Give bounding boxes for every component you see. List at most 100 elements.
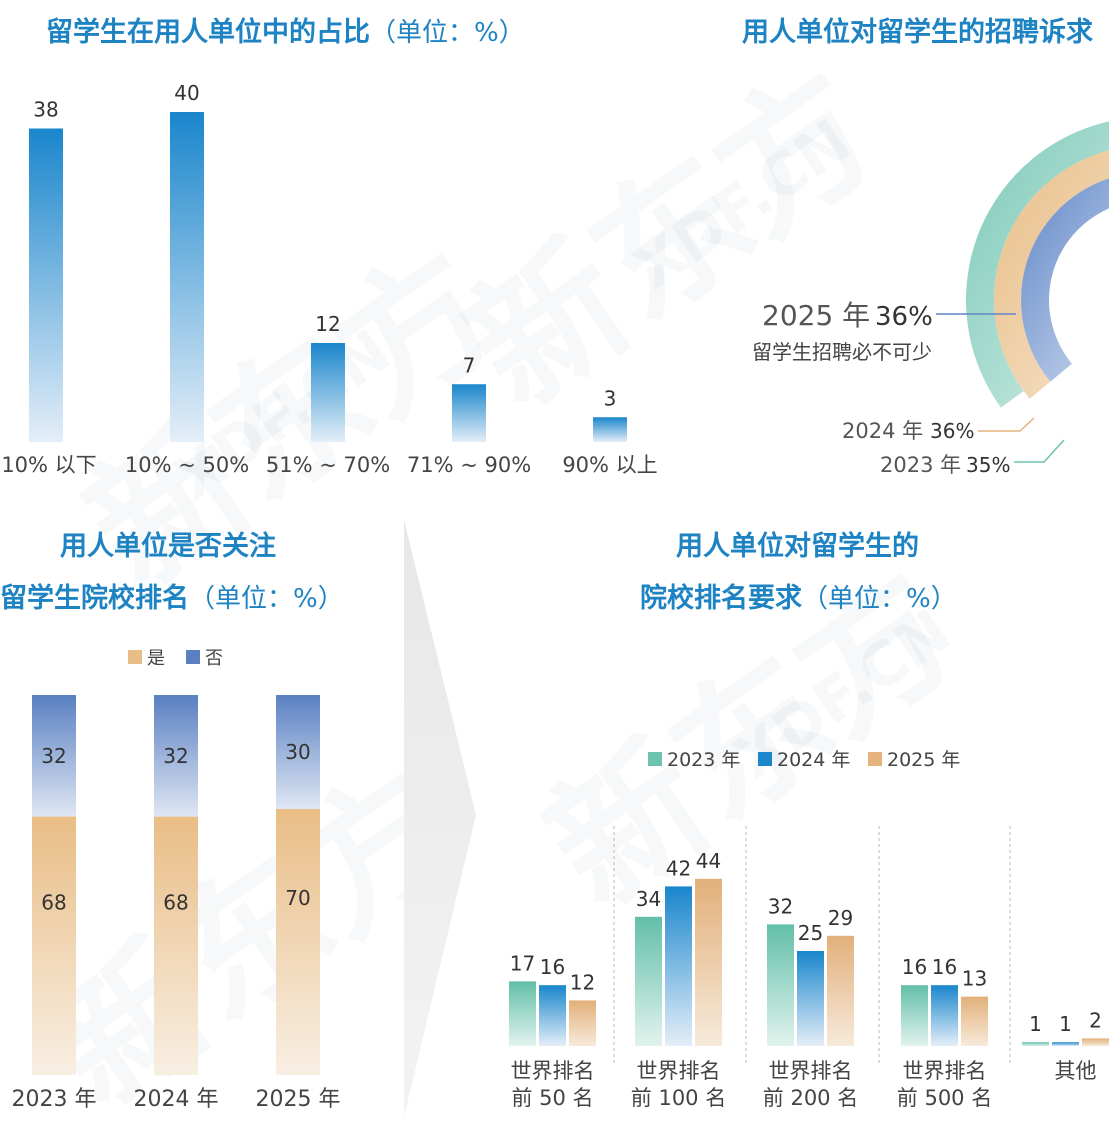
arc-label-2024-year: 2024 年 [842, 419, 923, 443]
chart4-bar [931, 985, 958, 1046]
chart4-value-label: 1 [1029, 1012, 1042, 1036]
arc-label-2023-year: 2023 年 [880, 453, 961, 477]
panel4-title-line2: 院校排名要求（单位：%） [640, 576, 957, 615]
chart1-bars: 38 10% 以下 40 10% ~ 50% 12 51% ~ 70% 7 71% ~ 90%… [1, 81, 657, 477]
panel4-title-line1: 用人单位对留学生的 [676, 524, 919, 563]
chart3-legend-swatch-no [186, 650, 200, 664]
chart3-value-yes: 68 [41, 891, 66, 915]
chart3-legend-no: 否 [205, 648, 223, 669]
panel1-title-text: 留学生在用人单位中的占比 [46, 17, 370, 48]
chart4-bar [961, 996, 988, 1046]
chart4-bar [1082, 1038, 1109, 1046]
chart1-value-label: 12 [315, 312, 340, 336]
panel3-title-line1-text: 用人单位是否关注 [60, 531, 276, 562]
chart4-legend-swatch [868, 752, 882, 766]
chart4-bar [1052, 1042, 1079, 1046]
chart4-bar [797, 951, 824, 1046]
chart1-bar [593, 417, 627, 442]
chart3-value-no: 32 [41, 744, 66, 768]
chart1-category-label: 71% ~ 90% [407, 453, 531, 477]
chart4-category-label: 前 500 名 [897, 1086, 992, 1110]
chart3-value-no: 32 [163, 744, 188, 768]
chart3-category-label: 2024 年 [134, 1087, 219, 1112]
panel-divider-arrow [404, 520, 476, 1117]
arc-leader-2023 [1014, 439, 1065, 463]
chart4-legend-label: 2023 年 [667, 749, 740, 771]
chart1-value-label: 3 [604, 386, 617, 410]
chart3-bar-no [32, 695, 76, 817]
chart2-arc [1021, 178, 1109, 382]
chart4-value-label: 34 [636, 887, 661, 911]
chart4-category-label: 前 50 名 [511, 1086, 593, 1110]
panel2-title-text: 用人单位对留学生的招聘诉求 [742, 17, 1093, 48]
chart3-bar-yes [32, 816, 76, 1075]
chart3-bar-no [276, 695, 320, 809]
chart4-category-label: 世界排名 [769, 1059, 853, 1083]
chart1-category-label: 51% ~ 70% [266, 453, 390, 477]
chart4-value-label: 16 [902, 955, 927, 979]
chart3-value-no: 30 [285, 740, 310, 764]
chart4-value-label: 13 [962, 967, 987, 991]
chart3-category-label: 2025 年 [256, 1087, 341, 1112]
arc-label-2023-value: 35% [966, 453, 1010, 477]
chart4-category-label: 世界排名 [637, 1059, 721, 1083]
chart1-category-label: 90% 以上 [562, 453, 657, 477]
chart4-bar [509, 981, 536, 1046]
chart4-value-label: 32 [768, 894, 793, 918]
chart4-legend-label: 2024 年 [777, 749, 850, 771]
chart2-arc [966, 121, 1109, 408]
panel3-title-unit: （单位：%） [189, 584, 344, 614]
chart3-value-yes: 70 [285, 886, 310, 910]
panel3-title-line2-text: 留学生院校排名 [0, 583, 189, 614]
chart4-category-label: 前 100 名 [631, 1086, 726, 1110]
chart4-bar [1022, 1042, 1049, 1046]
chart4-value-label: 16 [932, 955, 957, 979]
chart1-bar [452, 384, 486, 442]
chart1-bar [29, 128, 63, 442]
chart1-value-label: 7 [463, 353, 476, 377]
chart4-bar [569, 1000, 596, 1046]
arc-label-2025-year: 2025 年 [762, 299, 870, 332]
chart3-stacked: 32 68 2023 年 32 68 2024 年 30 70 2025 年 是 否 [12, 648, 341, 1112]
panel3-title-line2: 留学生院校排名（单位：%） [0, 576, 344, 615]
chart4-legend-swatch [648, 752, 662, 766]
chart1-value-label: 38 [33, 98, 58, 122]
chart1-bar [170, 112, 204, 442]
panel1-title: 留学生在用人单位中的占比（单位：%） [46, 10, 525, 49]
arc-label-2025-value: 36% [875, 302, 933, 332]
arc-leader-2024 [978, 417, 1035, 432]
panel4-title-line2-text: 院校排名要求 [640, 583, 802, 614]
chart2-arcs [966, 121, 1109, 408]
chart4-value-label: 1 [1059, 1012, 1072, 1036]
chart3-bar-yes [276, 809, 320, 1075]
chart4-bar [635, 916, 662, 1046]
chart4-bar [539, 985, 566, 1046]
arc-label-2024-value: 36% [930, 419, 974, 443]
chart4-bar [767, 924, 794, 1046]
chart1-category-label: 10% ~ 50% [125, 453, 249, 477]
chart4-legend-swatch [758, 752, 772, 766]
chart4-value-label: 2 [1089, 1008, 1102, 1032]
chart1-bar [311, 343, 345, 442]
chart1-value-label: 40 [174, 81, 199, 105]
chart3-bar-no [154, 695, 198, 817]
chart4-category-label: 世界排名 [511, 1059, 595, 1083]
chart3-legend-yes: 是 [147, 648, 165, 669]
chart4-legend-label: 2025 年 [887, 749, 960, 771]
panel4-title-unit: （单位：%） [802, 584, 957, 614]
chart3-category-label: 2023 年 [12, 1087, 97, 1112]
chart2-arc [994, 150, 1109, 399]
chart4-category-label: 世界排名 [903, 1059, 987, 1083]
chart4-value-label: 12 [570, 970, 595, 994]
chart4-bar [827, 935, 854, 1046]
chart4-value-label: 29 [828, 906, 853, 930]
chart4-value-label: 44 [696, 849, 721, 873]
chart4-bar [695, 878, 722, 1046]
chart4-value-label: 17 [510, 951, 535, 975]
chart4-value-label: 42 [666, 856, 691, 880]
panel1-title-unit: （单位：%） [370, 18, 525, 48]
panel3-title-line1: 用人单位是否关注 [60, 524, 276, 563]
chart4-value-label: 25 [798, 921, 823, 945]
